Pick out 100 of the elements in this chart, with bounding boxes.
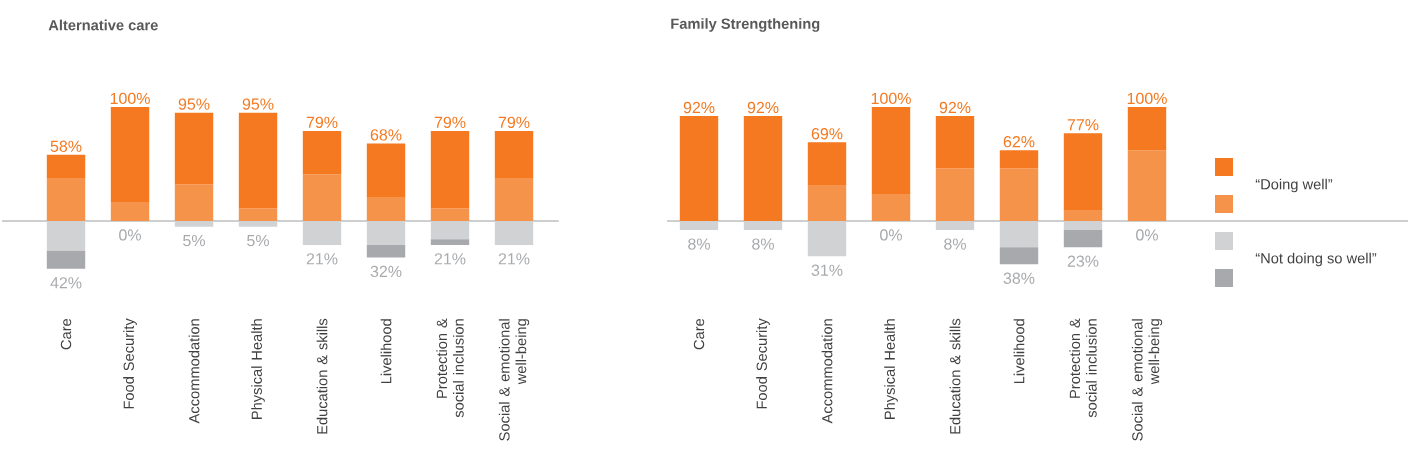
bar <box>999 220 1039 248</box>
bar <box>46 250 86 269</box>
bar <box>935 168 975 221</box>
bar <box>238 112 278 209</box>
annotation: 79% <box>434 116 466 128</box>
annotation: 0% <box>880 229 902 241</box>
annotation: 21% <box>306 253 338 265</box>
bar <box>807 142 847 186</box>
bar <box>174 220 214 227</box>
text: “Not doing so well” <box>1255 252 1377 267</box>
x-tick-label: Care <box>60 318 72 350</box>
bar <box>743 116 783 221</box>
bar <box>46 220 86 251</box>
bar <box>494 130 534 179</box>
bar <box>430 239 470 245</box>
annotation: 79% <box>498 116 530 128</box>
bar <box>110 202 150 221</box>
bar <box>743 220 783 231</box>
bar <box>302 174 342 221</box>
bar <box>1063 230 1103 248</box>
annotation: 8% <box>944 238 966 250</box>
annotation: 95% <box>242 98 274 110</box>
x-tick-label: Food Security <box>123 318 137 409</box>
bar <box>430 208 470 221</box>
bar <box>174 184 214 221</box>
annotation: 100% <box>1127 92 1167 105</box>
annotation: 95% <box>178 98 210 110</box>
annotation: 31% <box>811 264 843 276</box>
bar <box>366 244 406 258</box>
bar <box>807 185 847 221</box>
x-tick-label: Education & skills <box>316 318 328 434</box>
annotation: 77% <box>1067 119 1099 131</box>
annotation: 5% <box>183 234 206 247</box>
bar <box>238 220 278 227</box>
bar <box>366 197 406 221</box>
annotation: 21% <box>434 253 466 265</box>
bar <box>366 220 406 245</box>
bar <box>494 178 534 221</box>
bar <box>494 220 534 245</box>
annotation: 58% <box>50 140 82 152</box>
annotation: 68% <box>370 129 402 141</box>
annotation: 62% <box>1003 136 1035 148</box>
x-tick-label: Education & skills <box>949 318 961 434</box>
bar <box>46 154 86 179</box>
x-tick-label: Care <box>693 318 705 350</box>
chart-title: Family Strengthening <box>671 18 820 32</box>
x-tick-label: Livelihood <box>380 319 392 384</box>
annotation: 42% <box>50 277 82 289</box>
bar <box>1063 210 1103 221</box>
annotation: 0% <box>1136 229 1158 241</box>
bar <box>1127 106 1167 151</box>
bar <box>46 178 86 221</box>
bar <box>302 220 342 245</box>
annotation: 0% <box>119 229 142 241</box>
bar <box>1063 220 1103 231</box>
bar <box>302 130 342 175</box>
bar <box>1063 133 1103 211</box>
bar <box>174 112 214 185</box>
x-tick-label: Physical Health <box>884 319 898 419</box>
annotation: 100% <box>110 92 150 105</box>
bar <box>871 194 911 221</box>
annotation: 92% <box>939 101 971 114</box>
bar <box>935 116 975 169</box>
bar <box>110 106 150 203</box>
bar <box>999 247 1039 265</box>
annotation: 8% <box>752 238 774 250</box>
annotation: 92% <box>747 101 779 114</box>
x-tick-label: Livelihood <box>1013 319 1025 384</box>
bar <box>999 150 1039 169</box>
annotation: 8% <box>688 238 710 250</box>
bar <box>679 220 719 231</box>
annotation: 32% <box>370 265 402 278</box>
bar <box>935 220 975 231</box>
x-tick-label: Accommodation <box>821 319 833 424</box>
x-tick-label: Protection & social inclusion <box>1069 318 1097 418</box>
annotation: 5% <box>247 234 270 247</box>
bar <box>1127 150 1167 221</box>
annotation: 21% <box>498 253 530 265</box>
chart-title: Alternative care <box>48 19 158 31</box>
annotation: 92% <box>683 101 715 114</box>
text: “Doing well” <box>1255 178 1333 193</box>
bar <box>807 220 847 257</box>
bar <box>238 208 278 221</box>
bar <box>679 116 719 221</box>
x-tick-label: Food Security <box>756 318 770 409</box>
bar <box>871 106 911 195</box>
annotation: 79% <box>306 116 338 128</box>
annotation: 100% <box>871 92 911 105</box>
x-tick-label: Protection & social inclusion <box>436 318 464 418</box>
x-tick-label: Accommodation <box>188 319 200 424</box>
bar <box>430 130 470 209</box>
annotation: 69% <box>811 128 843 140</box>
bar <box>366 143 406 198</box>
x-tick-label: Physical Health <box>251 319 265 419</box>
annotation: 38% <box>1003 272 1035 284</box>
x-tick-label: Social & emotional well-being <box>1131 319 1163 441</box>
bar <box>430 220 470 240</box>
x-tick-label: Social & emotional well-being <box>498 319 530 441</box>
bar <box>999 168 1039 221</box>
annotation: 23% <box>1067 255 1099 267</box>
